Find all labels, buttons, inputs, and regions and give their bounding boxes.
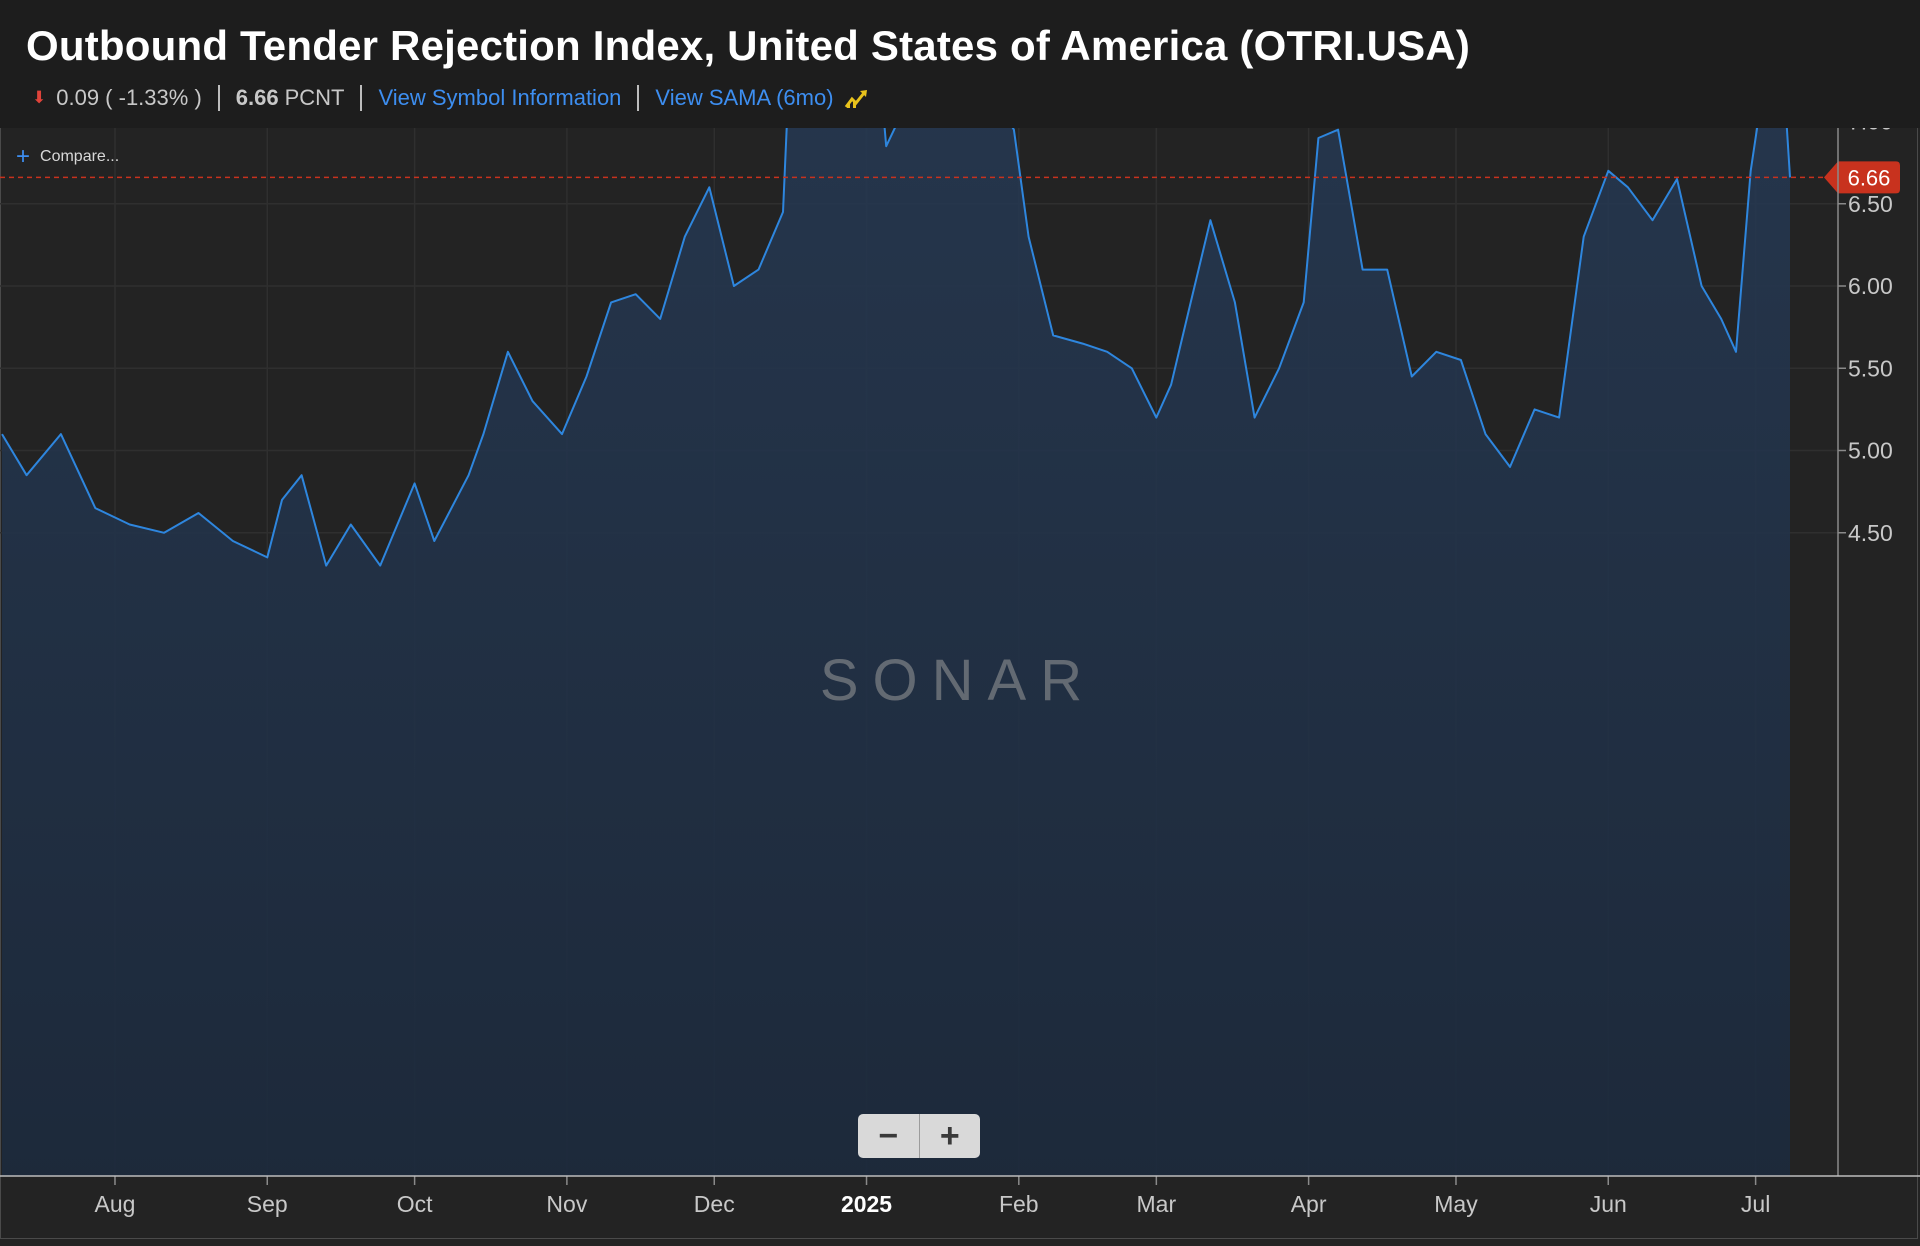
y-tick-label: 4.50 (1848, 520, 1893, 546)
watermark-text: SONAR (820, 648, 1096, 713)
x-tick-label: Oct (397, 1191, 433, 1217)
x-tick-label: Aug (95, 1191, 136, 1217)
view-sama-link[interactable]: View SAMA (6mo) (655, 85, 834, 110)
current-value-label: 6.66 (1848, 165, 1891, 190)
current-value-marker (1824, 161, 1900, 194)
zoom-out-button[interactable]: − (878, 1116, 899, 1155)
divider (637, 85, 640, 111)
x-tick-label: Nov (546, 1191, 587, 1217)
page-title: Outbound Tender Rejection Index, United … (26, 22, 1471, 69)
y-tick-label: 7.00 (1848, 128, 1893, 135)
x-tick-label: 2025 (841, 1191, 892, 1217)
zoom-in-button[interactable]: + (939, 1116, 960, 1155)
zoom-divider (918, 1114, 920, 1158)
x-tick-label: Sep (247, 1191, 288, 1217)
compare-button[interactable]: + Compare... (16, 143, 120, 170)
x-tick-label: Jul (1741, 1191, 1770, 1217)
current-value: 6.66 (235, 85, 279, 110)
compare-label: Compare... (40, 148, 120, 165)
value-unit: PCNT (284, 85, 345, 110)
x-tick-label: Jun (1590, 1191, 1627, 1217)
down-arrow-icon: ⬇ (32, 88, 47, 107)
sama-icon[interactable] (844, 87, 870, 109)
view-symbol-info-link[interactable]: View Symbol Information (378, 85, 622, 110)
x-tick-label: Apr (1291, 1191, 1327, 1217)
divider (217, 85, 220, 111)
plus-icon: + (16, 143, 31, 170)
x-tick-label: Feb (999, 1191, 1039, 1217)
change-value: 0.09 ( -1.33% ) (56, 85, 202, 110)
y-tick-label: 6.00 (1848, 273, 1893, 299)
series-line (1, 0, 1791, 567)
zoom-controls: − + (858, 1114, 980, 1158)
x-tick-label: Dec (694, 1191, 735, 1217)
y-tick-label: 6.50 (1848, 191, 1893, 217)
series-area (2, 0, 1790, 1176)
quote-summary: ⬇ 0.09 ( -1.33% ) 6.66 PCNT View Symbol … (32, 82, 870, 114)
header: Outbound Tender Rejection Index, United … (0, 0, 1920, 128)
y-tick-label: 5.50 (1848, 355, 1893, 381)
divider (360, 85, 363, 111)
x-tick-label: May (1434, 1191, 1478, 1217)
y-tick-label: 5.00 (1848, 438, 1893, 464)
x-tick-label: Mar (1137, 1191, 1177, 1217)
